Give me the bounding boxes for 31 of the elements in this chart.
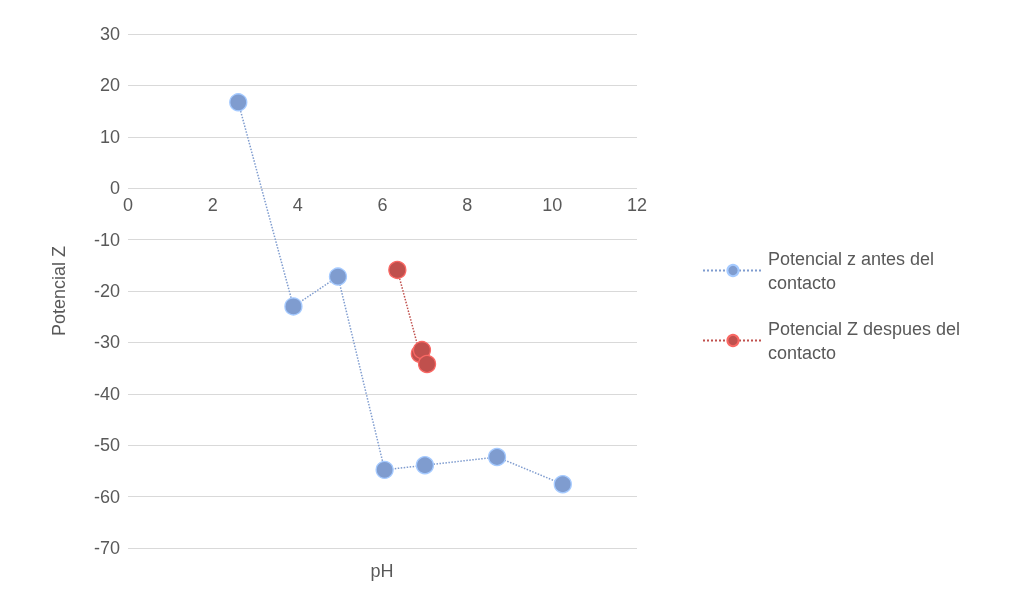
- x-tick-label: 6: [377, 195, 388, 216]
- y-tick-label: -60: [93, 486, 120, 507]
- point: [417, 354, 437, 374]
- point: [284, 297, 303, 316]
- y-tick-label: 20: [99, 75, 120, 96]
- x-tick-label: 4: [292, 195, 303, 216]
- y-tick-label: -50: [93, 435, 120, 456]
- point: [388, 260, 407, 280]
- x-tick-label: 2: [207, 195, 218, 216]
- x-axis-title: pH: [370, 561, 394, 581]
- y-tick-label: -70: [93, 538, 120, 558]
- y-tick-label: 10: [99, 126, 120, 147]
- y-tick-label: -20: [93, 281, 120, 301]
- point: [415, 456, 435, 475]
- y-tick-label: -10: [93, 229, 120, 250]
- x-tick-label: 0: [122, 195, 134, 216]
- legend-label: Potencial z antes del contacto: [768, 248, 940, 293]
- x-tick-label: 12: [626, 195, 648, 216]
- point: [229, 93, 248, 112]
- y-tick-label: -30: [93, 332, 120, 353]
- y-axis-title: Potencial Z: [49, 245, 69, 337]
- legend-label: Potencial Z despues del contacto: [768, 318, 966, 363]
- y-tick-label: 0: [109, 178, 120, 199]
- x-tick-label: 8: [462, 195, 473, 216]
- y-tick-label: -40: [93, 383, 120, 404]
- x-tick-label: 10: [542, 195, 563, 216]
- point: [553, 475, 572, 494]
- point: [487, 447, 507, 467]
- point: [328, 267, 348, 286]
- y-tick-label: 30: [99, 24, 120, 44]
- point: [375, 460, 394, 480]
